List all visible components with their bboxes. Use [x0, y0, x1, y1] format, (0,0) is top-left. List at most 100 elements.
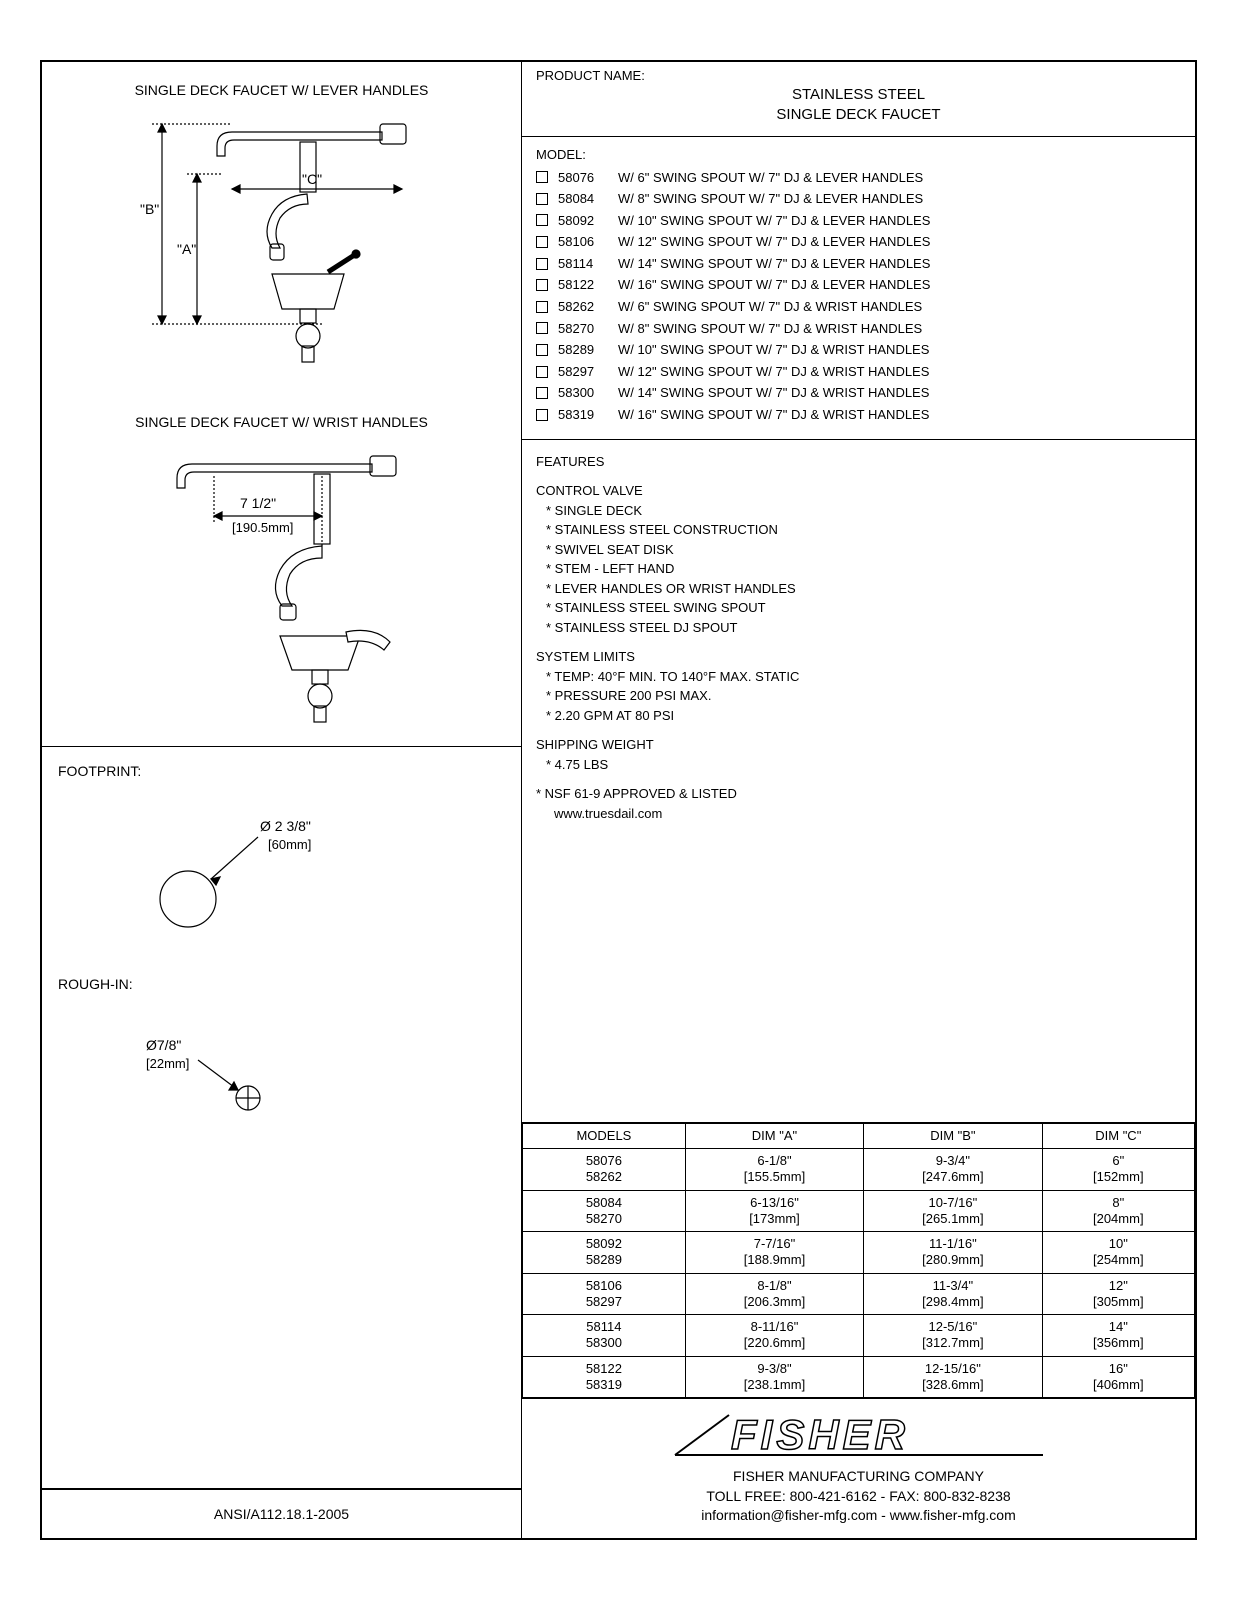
model-description: W/ 6" SWING SPOUT W/ 7" DJ & WRIST HANDL… — [618, 299, 1181, 315]
model-number: 58319 — [558, 407, 618, 423]
dim-table-header: MODELS — [523, 1123, 686, 1148]
dim-table-cell: 16"[406mm] — [1042, 1356, 1194, 1398]
dim-table-cell: 8-1/8"[206.3mm] — [685, 1273, 863, 1315]
model-number: 58262 — [558, 299, 618, 315]
dim-table-cell: 10"[254mm] — [1042, 1232, 1194, 1274]
model-description: W/ 12" SWING SPOUT W/ 7" DJ & WRIST HAND… — [618, 364, 1181, 380]
model-number: 58289 — [558, 342, 618, 358]
dim-table-cell: 7-7/16"[188.9mm] — [685, 1232, 863, 1274]
roughin-block: ROUGH-IN: Ø7/8" [22mm] — [42, 960, 521, 1163]
product-name-value: STAINLESS STEEL SINGLE DECK FAUCET — [536, 85, 1181, 126]
model-number: 58092 — [558, 213, 618, 229]
feature-item: * TEMP: 40°F MIN. TO 140°F MAX. STATIC — [536, 667, 1181, 687]
model-number: 58270 — [558, 321, 618, 337]
product-name-label: PRODUCT NAME: — [536, 68, 1181, 83]
checkbox-icon[interactable] — [536, 236, 548, 248]
nsf-line: * NSF 61-9 APPROVED & LISTED — [536, 784, 1181, 804]
model-description: W/ 10" SWING SPOUT W/ 7" DJ & LEVER HAND… — [618, 213, 1181, 229]
checkbox-icon[interactable] — [536, 301, 548, 313]
dim-a-label: "A" — [177, 241, 196, 257]
dim-table-cell: 9-3/8"[238.1mm] — [685, 1356, 863, 1398]
model-row: 58114W/ 14" SWING SPOUT W/ 7" DJ & LEVER… — [536, 256, 1181, 272]
checkbox-icon[interactable] — [536, 322, 548, 334]
drawing-lever: SINGLE DECK FAUCET W/ LEVER HANDLES — [42, 62, 521, 394]
checkbox-icon[interactable] — [536, 171, 548, 183]
dim-table-section: MODELSDIM "A"DIM "B"DIM "C"58076582626-1… — [522, 1123, 1195, 1399]
footprint-diagram: Ø 2 3/8" [60mm] — [58, 809, 358, 939]
dim-b-label: "B" — [140, 201, 159, 217]
dim-table-cell: 11-3/4"[298.4mm] — [864, 1273, 1042, 1315]
left-column: SINGLE DECK FAUCET W/ LEVER HANDLES — [42, 62, 522, 1538]
faucet-lever-diagram: "B" "A" "C" — [122, 114, 442, 374]
dim-table-cell: 5810658297 — [523, 1273, 686, 1315]
checkbox-icon[interactable] — [536, 366, 548, 378]
model-description: W/ 16" SWING SPOUT W/ 7" DJ & WRIST HAND… — [618, 407, 1181, 423]
feature-item: * STAINLESS STEEL DJ SPOUT — [536, 618, 1181, 638]
roughin-diagram: Ø7/8" [22mm] — [58, 1022, 358, 1142]
model-number: 58297 — [558, 364, 618, 380]
dim-table-cell: 8"[204mm] — [1042, 1190, 1194, 1232]
model-description: W/ 8" SWING SPOUT W/ 7" DJ & LEVER HANDL… — [618, 191, 1181, 207]
toll-line: TOLL FREE: 800-421-6162 - FAX: 800-832-8… — [536, 1487, 1181, 1507]
ansi-text: ANSI/A112.18.1-2005 — [214, 1506, 349, 1522]
checkbox-icon[interactable] — [536, 409, 548, 421]
control-valve-head: CONTROL VALVE — [536, 481, 1181, 501]
dim-table-cell: 12-15/16"[328.6mm] — [864, 1356, 1042, 1398]
dim-table-header: DIM "B" — [864, 1123, 1042, 1148]
system-limits-head: SYSTEM LIMITS — [536, 647, 1181, 667]
spec-sheet: SINGLE DECK FAUCET W/ LEVER HANDLES — [40, 60, 1197, 1540]
model-description: W/ 14" SWING SPOUT W/ 7" DJ & WRIST HAND… — [618, 385, 1181, 401]
feature-item: * SINGLE DECK — [536, 501, 1181, 521]
feature-item: * PRESSURE 200 PSI MAX. — [536, 686, 1181, 706]
model-row: 58076W/ 6" SWING SPOUT W/ 7" DJ & LEVER … — [536, 170, 1181, 186]
model-number: 58300 — [558, 385, 618, 401]
checkbox-icon[interactable] — [536, 214, 548, 226]
model-number: 58122 — [558, 277, 618, 293]
roughin-mm: [22mm] — [146, 1056, 189, 1071]
dim-table-row: 58084582706-13/16"[173mm]10-7/16"[265.1m… — [523, 1190, 1195, 1232]
roughin-label: ROUGH-IN: — [58, 976, 505, 992]
faucet-wrist-diagram: 7 1/2" [190.5mm] — [122, 446, 442, 726]
ansi-block: ANSI/A112.18.1-2005 — [42, 1489, 521, 1538]
dim-table-cell: 9-3/4"[247.6mm] — [864, 1149, 1042, 1191]
drawing-wrist: SINGLE DECK FAUCET W/ WRIST HANDLES — [42, 394, 521, 746]
model-row: 58289W/ 10" SWING SPOUT W/ 7" DJ & WRIST… — [536, 342, 1181, 358]
shipping-head: SHIPPING WEIGHT — [536, 735, 1181, 755]
footprint-block: FOOTPRINT: Ø 2 3/8" [60mm] — [42, 747, 521, 960]
dim-table-row: 58122583199-3/8"[238.1mm]12-15/16"[328.6… — [523, 1356, 1195, 1398]
dim-table-row: 58114583008-11/16"[220.6mm]12-5/16"[312.… — [523, 1315, 1195, 1357]
dimensions-table: MODELSDIM "A"DIM "B"DIM "C"58076582626-1… — [522, 1123, 1195, 1398]
footprint-label: FOOTPRINT: — [58, 763, 505, 779]
dim-table-cell: 5811458300 — [523, 1315, 686, 1357]
model-number: 58084 — [558, 191, 618, 207]
dim-table-cell: 10-7/16"[265.1mm] — [864, 1190, 1042, 1232]
checkbox-icon[interactable] — [536, 258, 548, 270]
info-line: information@fisher-mfg.com - www.fisher-… — [536, 1506, 1181, 1526]
checkbox-icon[interactable] — [536, 387, 548, 399]
feature-item: * SWIVEL SEAT DISK — [536, 540, 1181, 560]
dim-table-cell: 5807658262 — [523, 1149, 686, 1191]
footprint-mm: [60mm] — [268, 837, 311, 852]
drawings-section: SINGLE DECK FAUCET W/ LEVER HANDLES — [42, 62, 521, 747]
drawing2-title: SINGLE DECK FAUCET W/ WRIST HANDLES — [52, 414, 511, 430]
feature-item: * STAINLESS STEEL CONSTRUCTION — [536, 520, 1181, 540]
model-row: 58262W/ 6" SWING SPOUT W/ 7" DJ & WRIST … — [536, 299, 1181, 315]
dim-table-cell: 8-11/16"[220.6mm] — [685, 1315, 863, 1357]
fisher-logo: FISHER — [669, 1407, 1049, 1463]
checkbox-icon[interactable] — [536, 344, 548, 356]
seven-half-mm: [190.5mm] — [232, 520, 293, 535]
model-row: 58106W/ 12" SWING SPOUT W/ 7" DJ & LEVER… — [536, 234, 1181, 250]
model-row: 58084W/ 8" SWING SPOUT W/ 7" DJ & LEVER … — [536, 191, 1181, 207]
model-row: 58270W/ 8" SWING SPOUT W/ 7" DJ & WRIST … — [536, 321, 1181, 337]
svg-text:FISHER: FISHER — [731, 1411, 909, 1458]
seven-half-label: 7 1/2" — [240, 495, 276, 511]
roughin-diam: Ø7/8" — [146, 1037, 181, 1053]
checkbox-icon[interactable] — [536, 193, 548, 205]
model-description: W/ 12" SWING SPOUT W/ 7" DJ & LEVER HAND… — [618, 234, 1181, 250]
right-column: PRODUCT NAME: STAINLESS STEEL SINGLE DEC… — [522, 62, 1195, 1538]
control-valve-items: * SINGLE DECK* STAINLESS STEEL CONSTRUCT… — [536, 501, 1181, 638]
feature-item: * STAINLESS STEEL SWING SPOUT — [536, 598, 1181, 618]
model-list: 58076W/ 6" SWING SPOUT W/ 7" DJ & LEVER … — [536, 170, 1181, 423]
checkbox-icon[interactable] — [536, 279, 548, 291]
model-label: MODEL: — [536, 147, 1181, 162]
